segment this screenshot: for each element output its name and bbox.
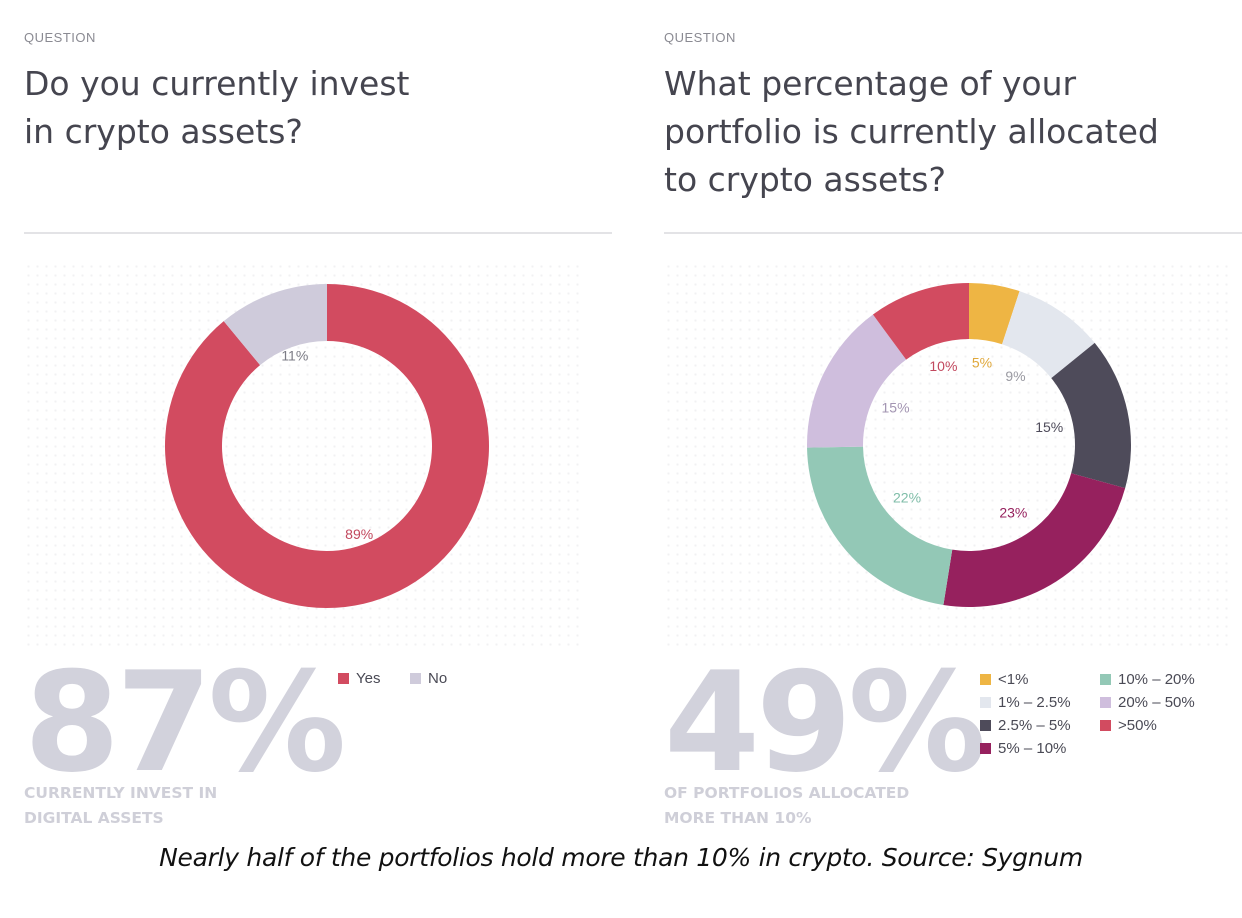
big-stat-caption-line: CURRENTLY INVEST IN [24, 784, 218, 802]
question-label: QUESTION [664, 30, 736, 45]
donut-chart-allocation: 5% 9% 15% 23% 22% 15% 10% [807, 283, 1131, 607]
legend-swatch [1100, 697, 1111, 708]
question-title: What percentage of your portfolio is cur… [664, 60, 1159, 204]
legend-label: No [428, 670, 448, 687]
left-panel: QUESTION Do you currently invest in cryp… [0, 0, 620, 840]
legend-label: 10% – 20% [1118, 671, 1195, 688]
legend-label: 1% – 2.5% [998, 694, 1071, 711]
donut-slice [807, 446, 953, 605]
donut-slice [807, 314, 907, 448]
big-stat-caption-line: OF PORTFOLIOS ALLOCATED [664, 784, 910, 802]
slice-data-label: 22% [893, 489, 921, 505]
big-stat: 87% [24, 642, 346, 803]
big-stat-caption-line: DIGITAL ASSETS [24, 809, 164, 827]
legend-swatch [980, 743, 991, 754]
donut-slice [223, 284, 327, 366]
legend-swatch [980, 720, 991, 731]
legend-item-yes: Yes [338, 670, 380, 687]
question-title-line: What percentage of your [664, 64, 1077, 103]
legend-swatch [1100, 674, 1111, 685]
donut-slice [165, 284, 490, 608]
legend-label: 20% – 50% [1118, 694, 1195, 711]
donut-slice [969, 283, 1020, 345]
legend-item-5-10: 5% – 10% [980, 740, 1066, 757]
legend-item-lt1: <1% [980, 671, 1028, 688]
donut-slice [1002, 291, 1095, 379]
legend-item-no: No [410, 670, 447, 687]
legend-swatch [338, 673, 349, 684]
divider [664, 232, 1242, 234]
legend-swatch [410, 673, 421, 684]
donut-slice [872, 283, 969, 360]
legend-item-2-5-5: 2.5% – 5% [980, 717, 1071, 734]
donut-slice [943, 473, 1126, 607]
question-title: Do you currently invest in crypto assets… [24, 60, 410, 156]
legend-label: Yes [356, 670, 381, 687]
figure-caption: Nearly half of the portfolios hold more … [159, 843, 1083, 872]
legend-item-20-50: 20% – 50% [1100, 694, 1195, 711]
slice-data-label: 9% [1005, 368, 1025, 384]
legend-swatch [980, 674, 991, 685]
slice-data-label: 5% [972, 355, 992, 371]
legend-label: 2.5% – 5% [998, 717, 1071, 734]
donut-slice [1051, 342, 1131, 489]
legend-label: 5% – 10% [998, 740, 1067, 757]
slice-data-label: 11% [281, 347, 308, 363]
divider [24, 232, 612, 234]
legend-swatch [1100, 720, 1111, 731]
legend-label: <1% [998, 671, 1029, 688]
question-title-line: in crypto assets? [24, 112, 303, 151]
big-stat-caption-line: MORE THAN 10% [664, 809, 812, 827]
legend-item-gt50: >50% [1100, 717, 1157, 734]
legend-label: >50% [1118, 717, 1157, 734]
big-stat-caption: OF PORTFOLIOS ALLOCATED MORE THAN 10% [664, 781, 909, 831]
question-title-line: to crypto assets? [664, 160, 946, 199]
question-title-line: portfolio is currently allocated [664, 112, 1159, 151]
big-stat: 49% [664, 642, 986, 803]
legend-item-10-20: 10% – 20% [1100, 671, 1195, 688]
slice-data-label: 15% [882, 399, 910, 415]
legend-item-1-2-5: 1% – 2.5% [980, 694, 1071, 711]
donut-chart-invest: 89% 11% [165, 284, 490, 608]
question-title-line: Do you currently invest [24, 64, 410, 103]
slice-data-label: 10% [929, 358, 957, 374]
slice-data-label: 23% [999, 505, 1027, 521]
legend-swatch [980, 697, 991, 708]
slice-data-label: 89% [345, 526, 373, 542]
big-stat-caption: CURRENTLY INVEST IN DIGITAL ASSETS [24, 781, 217, 831]
right-panel: QUESTION What percentage of your portfol… [640, 0, 1242, 840]
slice-data-label: 15% [1035, 419, 1063, 435]
question-label: QUESTION [24, 30, 96, 45]
